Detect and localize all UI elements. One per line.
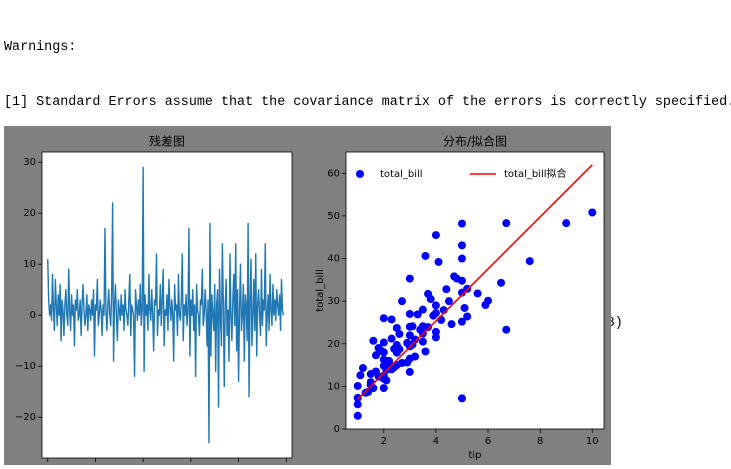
scatter-point [371, 351, 380, 360]
scatter-point [588, 208, 597, 217]
scatter-point [431, 301, 440, 310]
scatter-point [473, 289, 482, 298]
x-tick-label: 6 [485, 436, 491, 447]
scatter-point [379, 384, 388, 393]
y-tick-label: 30 [23, 157, 36, 168]
scatter-point [431, 327, 440, 336]
chart-title: 残差图 [149, 135, 185, 149]
y-axis-label: total_bill [315, 269, 326, 312]
legend-label-total-bill: total_bill [380, 169, 423, 180]
scatter-point [421, 347, 430, 356]
scatter-point [418, 305, 427, 314]
scatter-point [434, 257, 443, 266]
y-tick-label: 20 [23, 208, 36, 219]
scatter-point [431, 231, 440, 240]
y-tick-label: 0 [334, 424, 340, 435]
x-axis-label: tip [468, 450, 481, 461]
output-line-standard-errors: [1] Standard Errors assume that the cova… [4, 95, 731, 111]
scatter-point [405, 309, 414, 318]
scatter-point [457, 241, 466, 250]
scatter-point [457, 317, 466, 326]
y-tick-label: 20 [327, 339, 340, 350]
legend-marker-total-bill [356, 170, 364, 178]
scatter-point [403, 358, 412, 367]
scatter-point [411, 352, 420, 361]
scatter-point [387, 334, 396, 343]
scatter-point [379, 338, 388, 347]
scatter-point [437, 315, 446, 324]
scatter-point [379, 314, 388, 323]
figure-canvas: 残差图050100150200250−20−100102030分布/拟合图246… [15, 134, 605, 469]
scatter-point [421, 251, 430, 260]
x-tick-label: 10 [586, 436, 599, 447]
scatter-point [463, 312, 472, 321]
scatter-point [413, 310, 422, 319]
scatter-point [358, 364, 367, 373]
scatter-point [353, 411, 362, 420]
scatter-point [392, 324, 401, 333]
scatter-point [424, 323, 433, 332]
scatter-point [356, 371, 365, 380]
output-line-warnings: Warnings: [4, 39, 77, 55]
y-tick-label: 0 [30, 310, 36, 321]
y-tick-label: 50 [327, 211, 340, 222]
scatter-point [502, 325, 511, 334]
scatter-point [457, 219, 466, 228]
scatter-point [353, 393, 362, 402]
scatter-point [411, 335, 420, 344]
scatter-point [403, 338, 412, 347]
scatter-point [457, 254, 466, 263]
scatter-point [418, 337, 427, 346]
y-tick-label: −20 [15, 412, 36, 423]
figure: 残差图050100150200250−20−100102030分布/拟合图246… [4, 126, 611, 469]
scatter-point [431, 309, 440, 318]
scatter-point [405, 367, 414, 376]
residual-series-line [47, 166, 285, 444]
x-tick-label: 8 [537, 436, 543, 447]
scatter-point [444, 297, 453, 306]
scatter-point [369, 336, 378, 345]
scatter-point [562, 219, 571, 228]
fit-line [357, 164, 593, 400]
scatter-point [497, 278, 506, 287]
y-tick-label: 10 [327, 381, 340, 392]
y-tick-label: 60 [327, 168, 340, 179]
scatter-point [398, 297, 407, 306]
y-tick-label: 40 [327, 254, 340, 265]
scatter-point [374, 372, 383, 381]
scatter-point [387, 315, 396, 324]
scatter-point [460, 303, 469, 312]
y-tick-label: −10 [15, 361, 36, 372]
scatter-point [457, 394, 466, 403]
y-tick-label: 10 [23, 259, 36, 270]
scatter-point [353, 381, 362, 390]
scatter-point [353, 400, 362, 409]
scatter-point [447, 320, 456, 329]
legend-label-fit: total_bill拟合 [504, 167, 567, 180]
y-tick-label: 30 [327, 296, 340, 307]
scatter-point [405, 274, 414, 283]
chart-2 [342, 151, 605, 433]
scatter-point [426, 295, 435, 304]
chart-1 [38, 151, 293, 462]
x-tick-label: 4 [433, 436, 439, 447]
scatter-point [408, 322, 417, 331]
scatter-point [502, 219, 511, 228]
scatter-point [481, 300, 490, 309]
scatter-point [392, 341, 401, 350]
chart-title: 分布/拟合图 [443, 134, 507, 149]
scatter-point [395, 329, 404, 338]
scatter-point [452, 274, 461, 283]
scatter-point [442, 285, 451, 294]
scatter-point [431, 333, 440, 342]
scatter-point [525, 257, 534, 266]
x-tick-label: 2 [381, 436, 387, 447]
